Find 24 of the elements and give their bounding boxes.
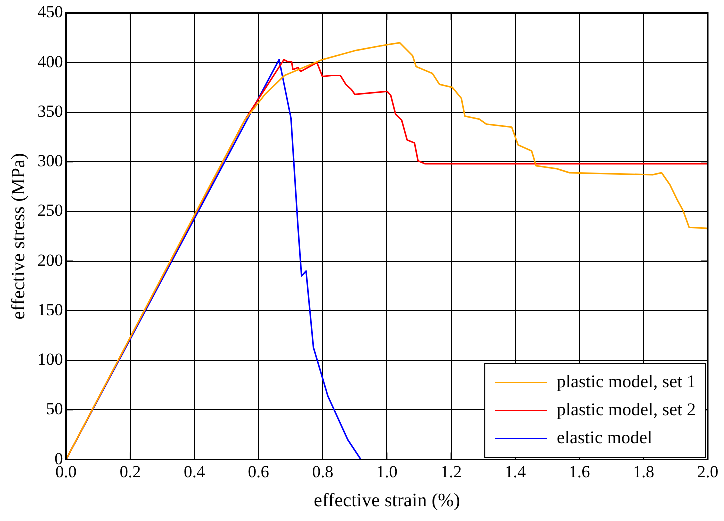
x-tick-label: 1.2: [440, 462, 462, 482]
y-axis-title: effective stress (MPa): [8, 153, 30, 320]
legend-label: plastic model, set 1: [557, 372, 696, 392]
legend-label: elastic model: [557, 428, 652, 448]
y-tick-label: 200: [38, 250, 64, 270]
x-tick-label: 1.6: [569, 462, 590, 482]
legend-label: plastic model, set 2: [557, 400, 696, 420]
y-tick-label: 450: [38, 2, 64, 22]
x-tick-label: 0.4: [184, 462, 206, 482]
x-axis-title: effective strain (%): [314, 490, 460, 512]
y-tick-label: 400: [38, 52, 64, 72]
y-tick-label: 250: [38, 201, 64, 220]
x-tick-label: 0.2: [120, 462, 142, 482]
x-tick-label: 0.6: [248, 462, 270, 482]
y-tick-label: 100: [38, 350, 64, 370]
x-tick-label: 1.4: [504, 462, 527, 482]
x-tick-label: 2.0: [697, 462, 719, 482]
y-tick-label: 50: [46, 400, 64, 419]
x-tick-label: 1.0: [376, 462, 398, 482]
y-tick-label: 300: [38, 152, 64, 171]
y-tick-label: 350: [38, 102, 64, 121]
y-tick-label: 150: [38, 300, 64, 320]
x-tick-label: 1.8: [633, 462, 654, 482]
x-tick-label: 0.8: [312, 462, 334, 482]
